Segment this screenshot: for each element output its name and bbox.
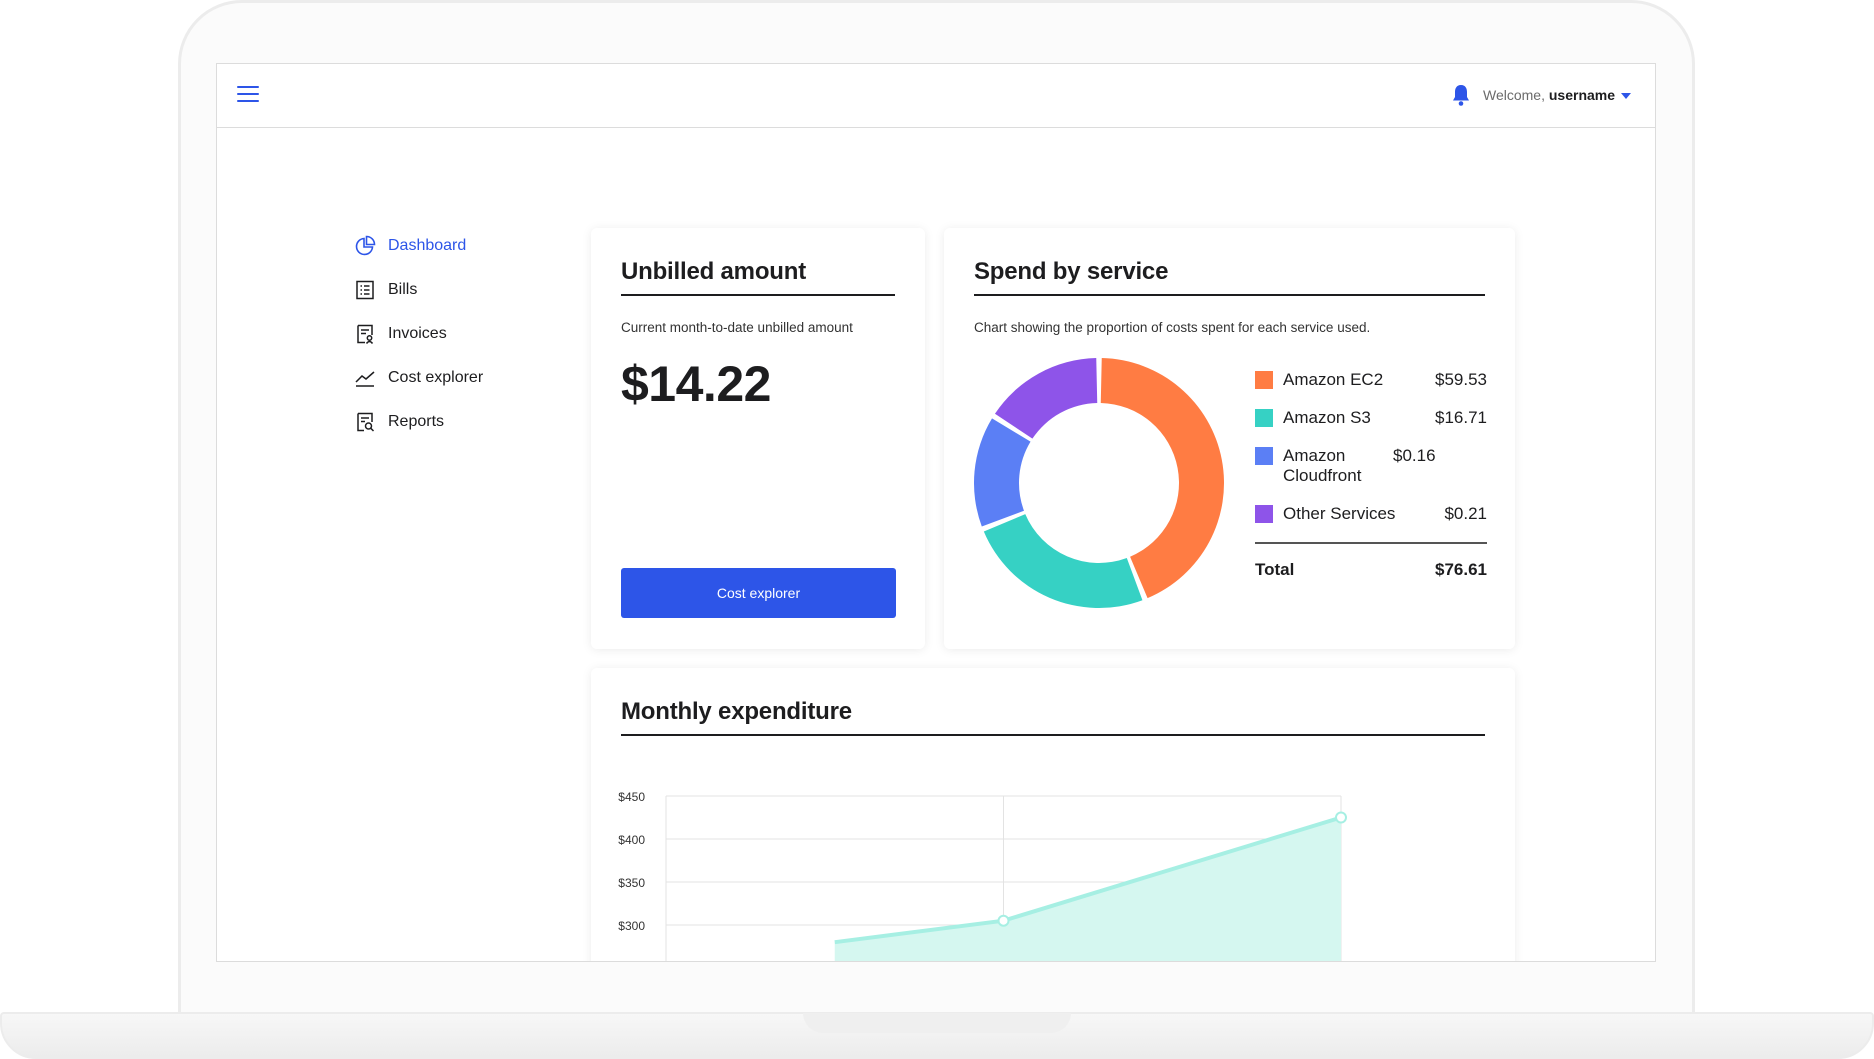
sidebar-item-bills[interactable]: Bills [354,268,554,312]
sidebar-item-label: Cost explorer [388,369,484,386]
legend-swatch [1255,447,1273,465]
user-menu[interactable]: Welcome, username [1483,87,1632,103]
legend-value: $59.53 [1435,370,1487,389]
total-value: $76.61 [1435,560,1487,579]
unbilled-amount-value: $14.22 [621,356,771,412]
menu-icon[interactable] [237,86,259,104]
legend-swatch [1255,409,1273,427]
legend-label: Amazon EC2 [1283,370,1384,389]
sidebar: Dashboard Bills Invoices Cost [354,224,554,444]
sidebar-item-dashboard[interactable]: Dashboard [354,224,554,268]
legend-value: $0.21 [1444,504,1487,523]
username: username [1548,87,1616,103]
invoice-icon [357,324,374,344]
y-tick-label: $400 [618,833,645,847]
chevron-down-icon [1621,93,1632,100]
y-tick-label: $450 [618,790,645,804]
monthly-expenditure-chart: $450 $400 $350 $300 [618,790,1347,961]
sidebar-item-cost-explorer[interactable]: Cost explorer [354,356,554,400]
legend-value: $0.16 [1393,446,1436,465]
donut-chart [974,358,1224,608]
list-icon [356,280,374,300]
welcome-text: Welcome, [1483,87,1545,103]
legend-item-other: Other Services $0.21 [1255,504,1487,524]
app-screen: Welcome, username Dashboard Bills [216,63,1656,962]
sidebar-item-label: Bills [388,281,418,298]
y-tick-label: $300 [618,919,645,933]
chart-legend: Amazon EC2 $59.53 Amazon S3 $16.71 Amazo… [1255,370,1487,580]
report-search-icon [357,412,375,432]
legend-item-s3: Amazon S3 $16.71 [1255,408,1487,428]
top-bar: Welcome, username [217,64,1655,128]
donut-slice-amazon-s3 [983,514,1143,608]
card-title: Unbilled amount [621,258,895,296]
card-subtitle: Current month-to-date unbilled amount [621,320,853,335]
legend-label: Amazon S3 [1283,408,1371,427]
legend-item-cloudfront: Amazon Cloudfront $0.16 [1255,446,1487,486]
legend-swatch [1255,371,1273,389]
legend-total: Total $76.61 [1255,542,1487,580]
pie-chart-icon [355,235,376,256]
card-subtitle: Chart showing the proportion of costs sp… [974,320,1371,335]
monthly-expenditure-card: Monthly expenditure $450 $400 $350 $300 [591,668,1515,961]
laptop-notch [803,1013,1071,1033]
total-label: Total [1255,560,1295,579]
legend-swatch [1255,505,1273,523]
donut-slice-amazon-ec2 [1100,358,1224,599]
donut-slice-amazon-cloudfront [974,418,1031,527]
y-tick-label: $350 [618,876,645,890]
legend-label: Other Services [1283,504,1396,523]
sidebar-item-label: Invoices [388,325,447,342]
spend-by-service-card: Spend by service Chart showing the propo… [944,228,1515,649]
card-title: Monthly expenditure [621,698,1485,736]
data-point [1335,811,1347,824]
donut-slice-other-services [994,358,1098,439]
cost-explorer-button[interactable]: Cost explorer [621,568,896,618]
area-fill [834,817,1341,961]
card-title: Spend by service [974,258,1485,296]
sidebar-item-reports[interactable]: Reports [354,400,554,444]
data-point [997,914,1010,927]
legend-value: $16.71 [1435,408,1487,427]
bell-icon[interactable] [1450,83,1472,107]
sidebar-item-invoices[interactable]: Invoices [354,312,554,356]
unbilled-amount-card: Unbilled amount Current month-to-date un… [591,228,925,649]
trend-line-icon [355,371,375,387]
sidebar-item-label: Dashboard [388,237,467,254]
sidebar-item-label: Reports [388,413,445,430]
legend-item-ec2: Amazon EC2 $59.53 [1255,370,1487,390]
legend-label: Amazon Cloudfront [1283,446,1362,485]
